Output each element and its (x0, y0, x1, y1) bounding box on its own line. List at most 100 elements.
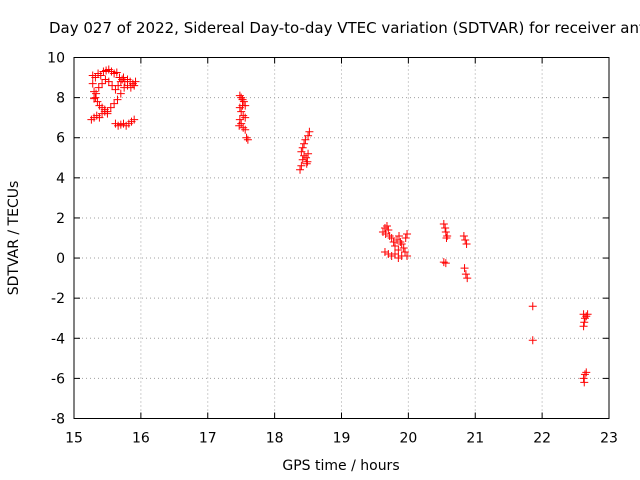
x-tick-label: 19 (333, 431, 351, 447)
data-point (380, 223, 389, 232)
y-tick-label: 2 (56, 211, 65, 227)
data-point (528, 336, 537, 345)
data-point (384, 225, 393, 234)
data-point (461, 236, 470, 245)
y-tick-label: 0 (56, 251, 65, 267)
x-tick-label: 18 (266, 431, 284, 447)
data-point (394, 246, 403, 255)
data-point (239, 123, 248, 132)
data-point (401, 234, 410, 242)
data-point (94, 83, 103, 92)
data-point (119, 73, 128, 82)
data-point (243, 135, 252, 144)
data-point (304, 149, 313, 158)
data-point (462, 240, 471, 249)
y-tick-label: 4 (56, 171, 65, 187)
data-point (104, 77, 113, 86)
x-tick-label: 21 (466, 431, 484, 447)
data-point (235, 91, 244, 100)
data-point (381, 229, 390, 238)
data-point (387, 252, 396, 261)
data-point (305, 127, 314, 136)
data-point (126, 83, 135, 92)
data-point (239, 111, 248, 120)
data-point (439, 258, 448, 267)
data-point (296, 165, 305, 174)
chart-title: Day 027 of 2022, Sidereal Day-to-day VTE… (49, 19, 640, 37)
x-axis: 15 16 17 18 19 20 21 22 23 (65, 57, 618, 447)
x-tick-label: 23 (600, 431, 618, 447)
data-point (403, 252, 412, 261)
data-point (298, 143, 307, 152)
grid (74, 57, 609, 419)
data-point (297, 161, 306, 170)
data-point (399, 244, 408, 253)
data-point (463, 274, 472, 283)
data-point (239, 97, 248, 106)
x-tick-label: 15 (65, 431, 83, 447)
data-point (582, 312, 591, 321)
data-point (116, 77, 125, 86)
data-point (241, 125, 250, 134)
data-point (441, 227, 450, 236)
data-point (111, 85, 120, 94)
y-tick-label: -6 (51, 371, 65, 387)
data-point (528, 302, 537, 311)
y-axis-label: SDTVAR / TECUs (6, 181, 22, 296)
y-tick-label: 10 (47, 51, 65, 67)
data-point (90, 87, 99, 96)
data-point (298, 155, 307, 164)
data-point (439, 219, 448, 228)
data-point (110, 99, 119, 108)
data-point (300, 151, 309, 160)
data-point (123, 81, 132, 90)
data-point (120, 83, 129, 92)
data-point (90, 94, 99, 103)
data-point (580, 378, 589, 387)
y-axis: -8 -6 -4 -2 0 2 4 6 8 10 (47, 51, 609, 428)
data-point (237, 119, 246, 128)
data-point (242, 133, 251, 142)
data-point (441, 259, 450, 268)
y-tick-label: 6 (56, 131, 65, 147)
data-point (579, 374, 588, 383)
data-point (98, 79, 107, 88)
data-point (96, 71, 105, 80)
data-point (461, 270, 470, 279)
data-point (394, 254, 403, 263)
data-point (130, 115, 139, 124)
data-point (580, 318, 589, 327)
data-point (235, 121, 244, 130)
data-point (442, 234, 451, 242)
data-point (391, 250, 399, 259)
data-point (443, 231, 452, 240)
x-tick-label: 22 (533, 431, 551, 447)
data-point (302, 159, 311, 168)
data-point (396, 238, 405, 247)
data-point (302, 153, 311, 162)
data-point (385, 231, 394, 240)
data-point (384, 250, 393, 259)
data-point (441, 223, 450, 232)
data-point (582, 368, 591, 377)
data-point (130, 81, 139, 90)
x-tick-label: 20 (399, 431, 417, 447)
data-point (91, 93, 100, 102)
data-point (112, 68, 121, 77)
data-point (300, 139, 309, 148)
data-point (403, 229, 412, 238)
data-point (580, 370, 589, 379)
y-tick-label: -8 (51, 412, 65, 428)
data-point (303, 157, 312, 166)
data-point (237, 107, 246, 116)
y-tick-label: 8 (56, 91, 65, 107)
data-point (237, 93, 246, 102)
data-point (301, 135, 310, 144)
data-point (397, 240, 406, 249)
data-point (113, 95, 122, 104)
x-tick-label: 17 (199, 431, 217, 447)
data-point (391, 242, 399, 251)
data-point (401, 248, 410, 257)
data-point (101, 75, 110, 84)
